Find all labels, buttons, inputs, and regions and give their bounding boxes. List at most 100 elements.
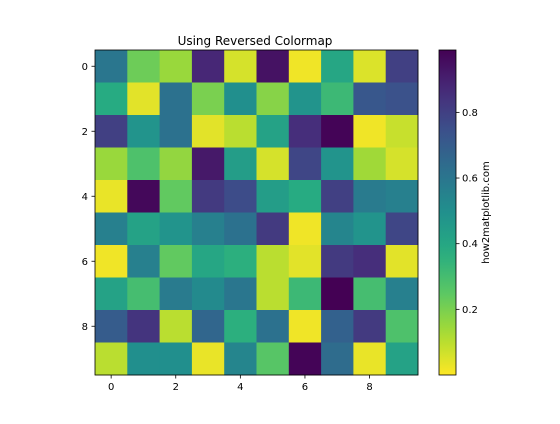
heatmap-cell <box>191 342 225 376</box>
heatmap-cell <box>385 310 419 343</box>
heatmap-cell <box>224 82 257 116</box>
heatmap-cell <box>191 50 225 83</box>
heatmap-cell <box>224 310 257 343</box>
x-tick-label: 4 <box>237 382 243 393</box>
heatmap-cell <box>127 180 160 213</box>
heatmap-cell <box>224 147 257 181</box>
heatmap-cell <box>159 147 193 181</box>
heatmap-cells <box>95 50 419 376</box>
heatmap-cell <box>224 277 257 311</box>
colorbar-tick-label: 0.4 <box>462 239 478 250</box>
heatmap-cell <box>288 212 322 246</box>
heatmap-cell <box>95 115 128 148</box>
colorbar-tick-label: 0.8 <box>462 108 478 119</box>
heatmap-cell <box>353 147 387 181</box>
heatmap-cell <box>159 82 193 116</box>
heatmap-cell <box>127 82 160 116</box>
heatmap-cell <box>159 245 193 278</box>
heatmap-cell <box>256 310 290 343</box>
heatmap-cell <box>127 310 160 343</box>
heatmap-cell <box>353 342 387 376</box>
x-tick-label: 2 <box>173 382 179 393</box>
heatmap-cell <box>353 310 387 343</box>
heatmap-frame <box>94 49 419 376</box>
heatmap-cell <box>385 147 419 181</box>
heatmap-cell <box>95 147 128 181</box>
heatmap-cell <box>127 245 160 278</box>
heatmap-cell <box>288 245 322 278</box>
heatmap-cell <box>256 180 290 213</box>
y-tick-label: 0 <box>82 62 88 73</box>
heatmap-cell <box>288 277 322 311</box>
heatmap-cell <box>321 277 354 311</box>
heatmap-cell <box>321 212 354 246</box>
colorbar-ticks: 0.2 0.4 0.6 0.8 <box>456 108 478 316</box>
y-tick-label: 4 <box>82 192 88 203</box>
heatmap-cell <box>95 277 128 311</box>
heatmap-cell <box>256 212 290 246</box>
heatmap-cell <box>353 212 387 246</box>
heatmap-cell <box>224 115 257 148</box>
x-tick-label: 0 <box>108 382 114 393</box>
heatmap-cell <box>95 245 128 278</box>
heatmap-cell <box>159 50 193 83</box>
colorbar-tick-label: 0.2 <box>462 305 478 316</box>
colorbar-frame <box>438 49 457 376</box>
heatmap-cell <box>353 245 387 278</box>
heatmap-cell <box>353 50 387 83</box>
y-axis: 0 2 4 6 8 <box>82 62 95 333</box>
heatmap-cell <box>321 310 354 343</box>
colorbar-gradient <box>439 50 456 375</box>
heatmap-cell <box>385 245 419 278</box>
heatmap-cell <box>159 342 193 376</box>
heatmap-cell <box>95 82 128 116</box>
heatmap-cell <box>321 342 354 376</box>
heatmap-cell <box>191 180 225 213</box>
heatmap-cell <box>321 82 354 116</box>
heatmap-cell <box>127 212 160 246</box>
heatmap-cell <box>385 82 419 116</box>
heatmap-cell <box>191 147 225 181</box>
heatmap-cell <box>127 115 160 148</box>
heatmap-cell <box>224 342 257 376</box>
heatmap-cell <box>288 342 322 376</box>
heatmap-cell <box>288 50 322 83</box>
y-tick-label: 8 <box>82 322 88 333</box>
heatmap-cell <box>385 180 419 213</box>
heatmap-cell <box>159 277 193 311</box>
heatmap-cell <box>288 310 322 343</box>
heatmap-cell <box>385 212 419 246</box>
heatmap-cell <box>95 212 128 246</box>
heatmap-cell <box>385 50 419 83</box>
heatmap-cell <box>288 115 322 148</box>
heatmap-cell <box>127 147 160 181</box>
heatmap-cell <box>127 50 160 83</box>
x-axis: 0 2 4 6 8 <box>108 375 373 393</box>
heatmap-cell <box>224 245 257 278</box>
heatmap-cell <box>256 115 290 148</box>
heatmap-cell <box>159 180 193 213</box>
heatmap-cell <box>191 245 225 278</box>
heatmap-cell <box>385 115 419 148</box>
heatmap-cell <box>159 310 193 343</box>
heatmap-cell <box>256 147 290 181</box>
x-tick-label: 8 <box>366 382 372 393</box>
heatmap-cell <box>191 277 225 311</box>
heatmap-cell <box>288 82 322 116</box>
heatmap-cell <box>191 115 225 148</box>
colorbar: 0.2 0.4 0.6 0.8 how2matplotlib.com <box>438 49 492 376</box>
heatmap-cell <box>224 180 257 213</box>
heatmap-cell <box>224 212 257 246</box>
heatmap-cell <box>256 342 290 376</box>
heatmap-cell <box>224 50 257 83</box>
y-tick-label: 2 <box>82 127 88 138</box>
heatmap-cell <box>353 180 387 213</box>
heatmap-cell <box>321 147 354 181</box>
heatmap-cell <box>159 115 193 148</box>
heatmap-cell <box>95 342 128 376</box>
heatmap-cell <box>288 147 322 181</box>
heatmap-cell <box>353 115 387 148</box>
heatmap-cell <box>353 277 387 311</box>
